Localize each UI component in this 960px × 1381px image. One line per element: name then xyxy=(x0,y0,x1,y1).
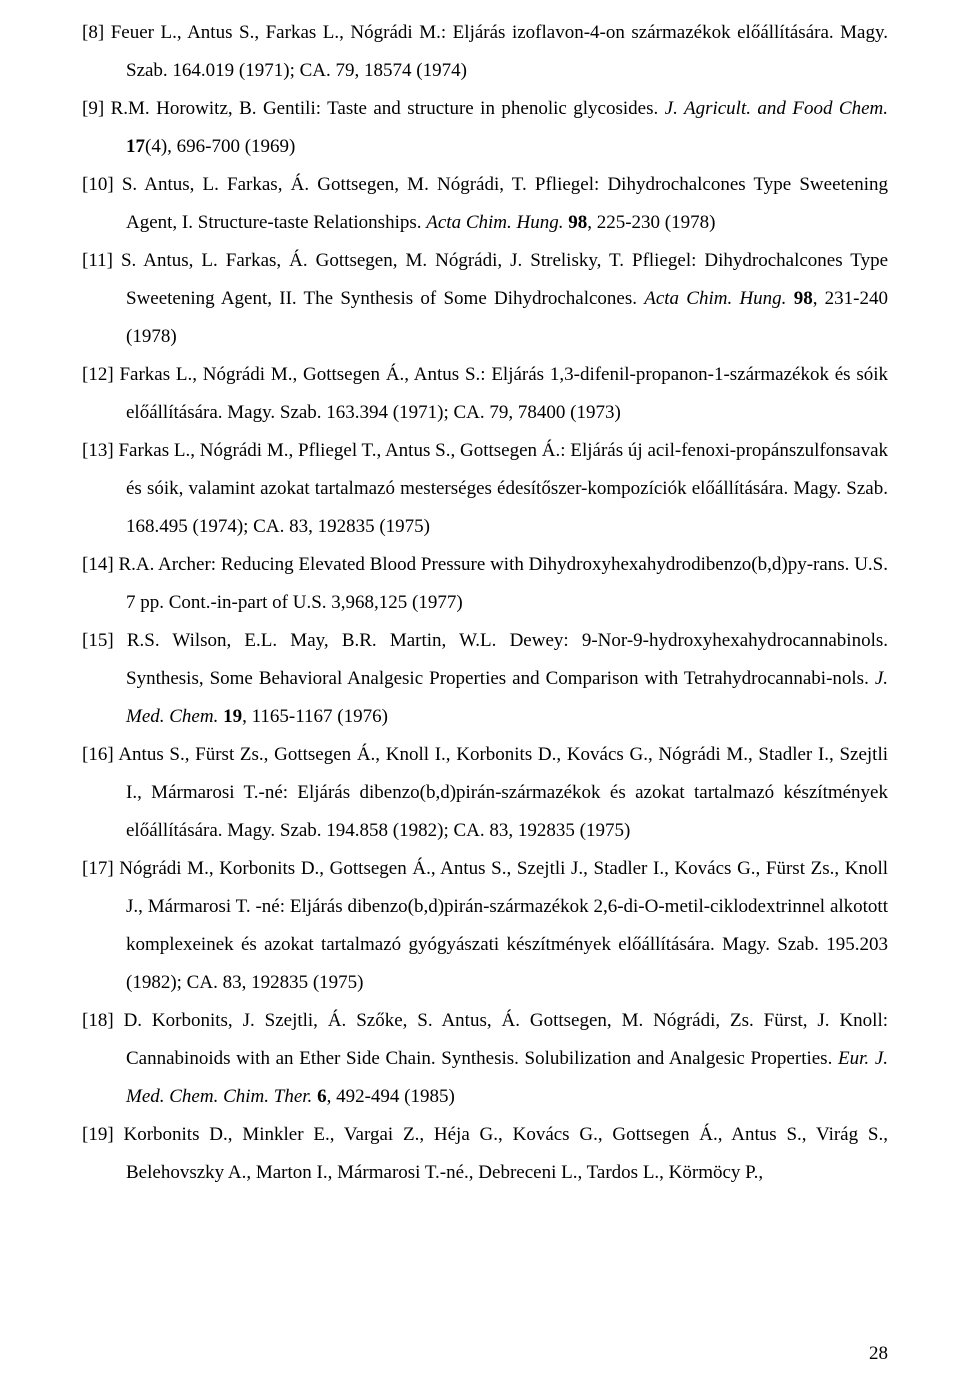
reference-item: [9] R.M. Horowitz, B. Gentili: Taste and… xyxy=(82,90,888,166)
reference-text xyxy=(786,288,793,309)
reference-text: Farkas L., Nógrádi M., Gottsegen Á., Ant… xyxy=(119,364,888,423)
reference-text: Acta Chim. Hung. xyxy=(644,288,786,309)
reference-item: [19] Korbonits D., Minkler E., Vargai Z.… xyxy=(82,1116,888,1192)
reference-text: , 492-494 (1985) xyxy=(327,1086,455,1107)
reference-text: 17 xyxy=(126,136,145,157)
reference-text: Korbonits D., Minkler E., Vargai Z., Héj… xyxy=(123,1124,888,1183)
reference-number: [13] xyxy=(82,440,114,461)
reference-number: [19] xyxy=(82,1124,114,1145)
reference-text: 98 xyxy=(568,212,587,233)
reference-list: [8] Feuer L., Antus S., Farkas L., Nógrá… xyxy=(82,14,888,1192)
reference-item: [13] Farkas L., Nógrádi M., Pfliegel T.,… xyxy=(82,432,888,546)
reference-item: [8] Feuer L., Antus S., Farkas L., Nógrá… xyxy=(82,14,888,90)
reference-text: Farkas L., Nógrádi M., Pfliegel T., Antu… xyxy=(118,440,888,537)
reference-text: R.S. Wilson, E.L. May, B.R. Martin, W.L.… xyxy=(126,630,888,689)
reference-text: Nógrádi M., Korbonits D., Gottsegen Á., … xyxy=(119,858,888,993)
reference-item: [10] S. Antus, L. Farkas, Á. Gottsegen, … xyxy=(82,166,888,242)
reference-item: [18] D. Korbonits, J. Szejtli, Á. Szőke,… xyxy=(82,1002,888,1116)
reference-number: [14] xyxy=(82,554,114,575)
reference-item: [16] Antus S., Fürst Zs., Gottsegen Á., … xyxy=(82,736,888,850)
reference-text: , 225-230 (1978) xyxy=(587,212,715,233)
reference-text: Antus S., Fürst Zs., Gottsegen Á., Knoll… xyxy=(118,744,888,841)
reference-text: 6 xyxy=(317,1086,327,1107)
page-number: 28 xyxy=(869,1344,888,1363)
reference-number: [12] xyxy=(82,364,114,385)
reference-text: R.A. Archer: Reducing Elevated Blood Pre… xyxy=(118,554,888,613)
reference-text: Acta Chim. Hung. xyxy=(426,212,563,233)
reference-item: [14] R.A. Archer: Reducing Elevated Bloo… xyxy=(82,546,888,622)
reference-text: R.M. Horowitz, B. Gentili: Taste and str… xyxy=(111,98,665,119)
reference-item: [11] S. Antus, L. Farkas, Á. Gottsegen, … xyxy=(82,242,888,356)
reference-text: Feuer L., Antus S., Farkas L., Nógrádi M… xyxy=(111,22,888,81)
page: [8] Feuer L., Antus S., Farkas L., Nógrá… xyxy=(0,0,960,1381)
reference-text: 19 xyxy=(223,706,242,727)
reference-text: 98 xyxy=(794,288,813,309)
reference-number: [16] xyxy=(82,744,114,765)
reference-number: [17] xyxy=(82,858,114,879)
reference-text: , 1165-1167 (1976) xyxy=(242,706,388,727)
reference-item: [17] Nógrádi M., Korbonits D., Gottsegen… xyxy=(82,850,888,1002)
reference-number: [11] xyxy=(82,250,113,271)
reference-text: (4), 696-700 (1969) xyxy=(145,136,295,157)
reference-item: [12] Farkas L., Nógrádi M., Gottsegen Á.… xyxy=(82,356,888,432)
reference-number: [15] xyxy=(82,630,114,651)
reference-number: [18] xyxy=(82,1010,114,1031)
reference-text: D. Korbonits, J. Szejtli, Á. Szőke, S. A… xyxy=(124,1010,888,1069)
reference-text: J. Agricult. and Food Chem. xyxy=(665,98,888,119)
reference-number: [8] xyxy=(82,22,104,43)
reference-number: [10] xyxy=(82,174,114,195)
reference-item: [15] R.S. Wilson, E.L. May, B.R. Martin,… xyxy=(82,622,888,736)
reference-number: [9] xyxy=(82,98,104,119)
